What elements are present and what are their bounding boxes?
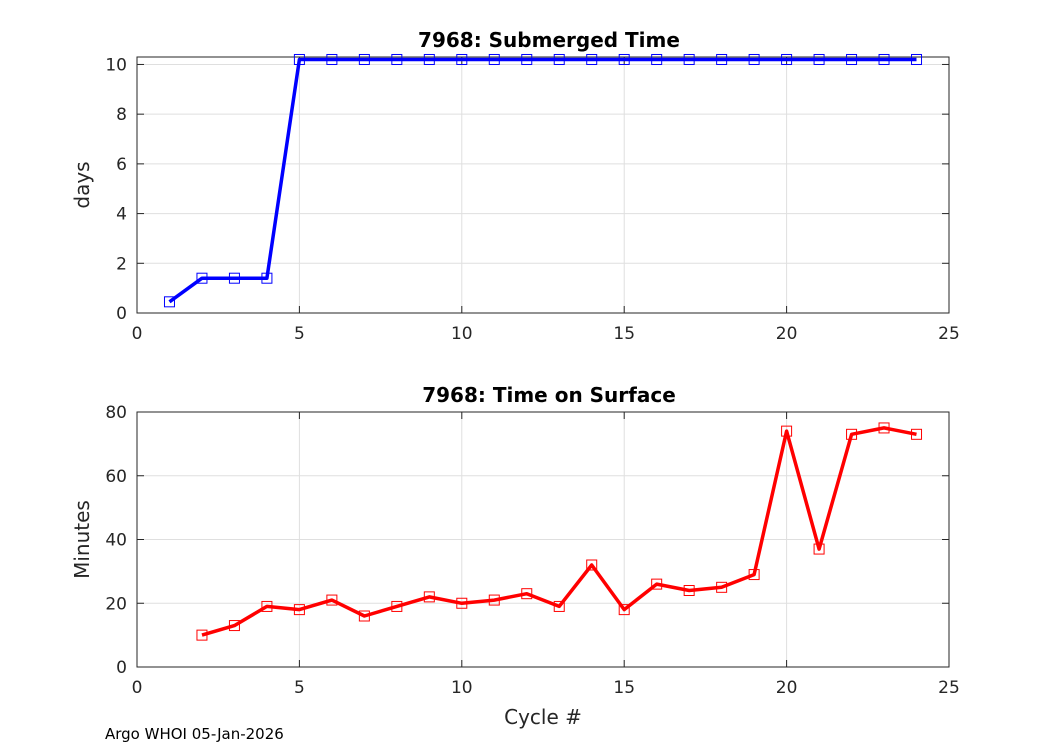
data-point bbox=[456, 597, 468, 609]
data-point bbox=[781, 425, 793, 437]
x-tick-label: 5 bbox=[294, 324, 305, 344]
data-point bbox=[553, 53, 565, 65]
data-point bbox=[651, 53, 663, 65]
data-point bbox=[781, 53, 793, 65]
data-point bbox=[683, 53, 695, 65]
submerged-time-plot: 0 5 10 15 20 25 0 2 4 6 8 10 7968: Submerged Time day… bbox=[70, 28, 960, 344]
y-tick-label: 6 bbox=[116, 155, 127, 175]
data-point bbox=[846, 428, 858, 440]
x-tick-label: 25 bbox=[938, 678, 960, 698]
y-tick-label: 20 bbox=[105, 594, 127, 614]
footer-text: Argo WHOI 05-Jan-2026 bbox=[105, 725, 284, 743]
data-point bbox=[261, 272, 273, 284]
surface-time-plot: 0 5 10 15 20 25 0 20 40 60 80 7968: Time on Surface… bbox=[70, 383, 960, 729]
chart-title: 7968: Time on Surface bbox=[422, 383, 676, 407]
axes-box bbox=[136, 56, 950, 314]
y-tick-label: 4 bbox=[116, 205, 127, 225]
y-axis-label: Minutes bbox=[70, 500, 94, 579]
y-tick-label: 10 bbox=[105, 55, 127, 75]
x-tick-label: 10 bbox=[451, 678, 473, 698]
y-tick-label: 8 bbox=[116, 105, 127, 125]
data-point bbox=[391, 600, 403, 612]
data-point bbox=[618, 604, 630, 616]
y-tick-label: 60 bbox=[105, 467, 127, 487]
x-tick-label: 15 bbox=[613, 324, 635, 344]
x-tick-label: 10 bbox=[451, 324, 473, 344]
data-point bbox=[326, 594, 338, 606]
y-axis-label: days bbox=[70, 161, 94, 208]
data-point bbox=[261, 600, 273, 612]
data-point bbox=[358, 610, 370, 622]
data-point bbox=[228, 620, 240, 632]
x-axis-label: Cycle # bbox=[504, 705, 582, 729]
plot-area bbox=[137, 57, 949, 313]
x-tick-label: 5 bbox=[294, 678, 305, 698]
data-point bbox=[521, 588, 533, 600]
y-tick-label: 2 bbox=[116, 254, 127, 274]
data-point bbox=[293, 53, 305, 65]
data-point bbox=[553, 600, 565, 612]
data-point bbox=[683, 585, 695, 596]
data-point bbox=[488, 53, 500, 65]
data-point bbox=[846, 53, 858, 65]
data-point bbox=[423, 591, 435, 603]
data-point bbox=[651, 578, 663, 590]
data-point bbox=[163, 296, 175, 308]
data-point bbox=[878, 53, 890, 65]
data-point bbox=[748, 569, 760, 581]
data-point bbox=[813, 53, 825, 65]
y-tick-label: 0 bbox=[116, 304, 127, 324]
data-point bbox=[391, 53, 403, 65]
data-point bbox=[521, 53, 533, 65]
y-tick-label: 40 bbox=[105, 531, 127, 551]
data-point bbox=[196, 629, 208, 641]
data-point bbox=[911, 53, 923, 65]
x-tick-label: 0 bbox=[132, 678, 143, 698]
x-tick-label: 0 bbox=[132, 324, 143, 344]
series-line bbox=[201, 426, 917, 637]
y-tick-label: 0 bbox=[116, 658, 127, 678]
data-point bbox=[423, 53, 435, 65]
data-point bbox=[586, 53, 598, 65]
data-point bbox=[878, 422, 890, 434]
x-tick-label: 15 bbox=[613, 678, 635, 698]
data-point bbox=[748, 53, 760, 65]
data-point bbox=[228, 272, 240, 284]
data-point bbox=[586, 559, 598, 571]
x-tick-label: 20 bbox=[776, 678, 798, 698]
x-tick-label: 20 bbox=[776, 324, 798, 344]
data-point bbox=[293, 604, 305, 616]
data-point bbox=[488, 594, 500, 606]
data-point bbox=[716, 53, 728, 65]
data-point bbox=[358, 53, 370, 65]
data-point bbox=[716, 581, 728, 593]
y-tick-label: 80 bbox=[105, 403, 127, 423]
data-point bbox=[326, 53, 338, 65]
data-point bbox=[813, 543, 825, 555]
data-point bbox=[456, 53, 468, 65]
x-tick-label: 25 bbox=[938, 324, 960, 344]
data-point bbox=[618, 53, 630, 65]
data-point bbox=[196, 272, 208, 284]
chart-title: 7968: Submerged Time bbox=[418, 28, 680, 52]
data-point bbox=[911, 428, 923, 440]
